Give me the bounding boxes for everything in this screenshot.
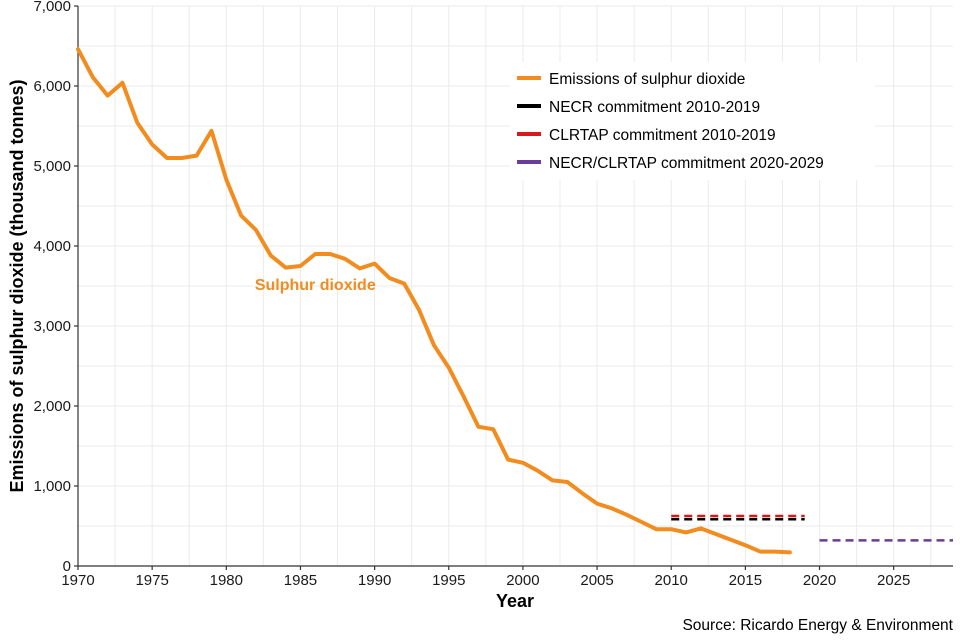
axes: 0 1,000 2,000 3,000 4,000 5,000 6,000 7,000 1970… — [33, 0, 953, 589]
x-tick-label: 2000 — [506, 572, 539, 589]
series-lines — [76, 47, 953, 555]
legend-box — [510, 62, 875, 180]
x-tick-label: 2005 — [580, 572, 613, 589]
x-tick-label: 2010 — [655, 572, 688, 589]
x-axis-title: Year — [496, 591, 534, 611]
source-note: Source: Ricardo Energy & Environment — [682, 617, 953, 634]
y-tick-label: 7,000 — [33, 0, 71, 15]
legend-label: Emissions of sulphur dioxide — [549, 71, 745, 88]
y-axis-title: Emissions of sulphur dioxide (thousand t… — [7, 79, 27, 492]
x-tick-label: 1995 — [432, 572, 465, 589]
x-tick-label: 2015 — [729, 572, 762, 589]
y-tick-label: 4,000 — [33, 238, 71, 255]
legend-label: CLRTAP commitment 2010-2019 — [549, 127, 776, 144]
legend-label: NECR/CLRTAP commitment 2020-2029 — [549, 155, 824, 172]
legend-label: NECR commitment 2010-2019 — [549, 99, 760, 116]
emissions-line — [76, 47, 792, 555]
x-tick-label: 1970 — [61, 572, 94, 589]
y-tick-label: 2,000 — [33, 398, 71, 415]
x-tick-label: 1990 — [358, 572, 391, 589]
y-tick-label: 3,000 — [33, 318, 71, 335]
x-tick-label: 1975 — [135, 572, 168, 589]
y-tick-label: 5,000 — [33, 158, 71, 175]
y-tick-label: 1,000 — [33, 478, 71, 495]
x-tick-label: 2020 — [803, 572, 836, 589]
x-tick-label: 1985 — [284, 572, 317, 589]
annotation-sulphur-dioxide: Sulphur dioxide — [255, 277, 376, 294]
x-tick-label: 1980 — [210, 572, 243, 589]
y-tick-label: 6,000 — [33, 78, 71, 95]
x-tick-label: 2025 — [877, 572, 910, 589]
y-tick-label: 0 — [63, 558, 71, 575]
legend: Emissions of sulphur dioxide NECR commitm… — [510, 62, 875, 180]
